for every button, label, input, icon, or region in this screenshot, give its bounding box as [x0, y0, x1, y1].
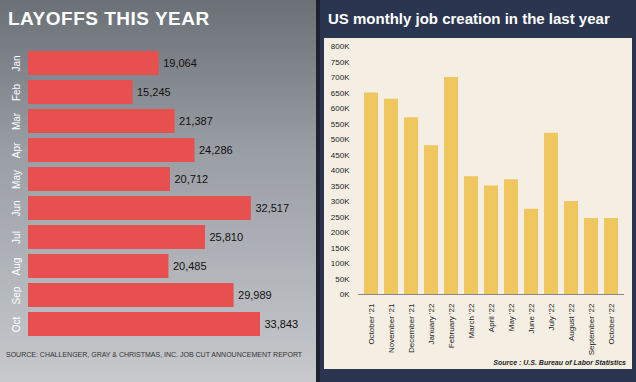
svg-text:Aug: Aug: [11, 258, 22, 276]
svg-text:400K: 400K: [331, 166, 350, 175]
svg-text:Feb: Feb: [11, 83, 22, 101]
svg-text:20,485: 20,485: [173, 260, 207, 272]
svg-text:21,387: 21,387: [179, 115, 213, 127]
svg-text:150K: 150K: [331, 244, 350, 253]
svg-text:November '21: November '21: [387, 303, 396, 353]
svg-text:250K: 250K: [331, 213, 350, 222]
html-text:LAYOFFS THIS YEAR: LAYOFFS THIS YEAR: [8, 8, 210, 29]
svg-text:700K: 700K: [331, 73, 350, 82]
svg-text:Mar: Mar: [11, 112, 22, 130]
svg-text:200K: 200K: [331, 228, 350, 237]
svg-text:650K: 650K: [331, 89, 350, 98]
html-text:Source : U.S. Bureau of Labor: Source : U.S. Bureau of Labor Statistics: [493, 359, 626, 366]
svg-text:May: May: [11, 170, 22, 189]
svg-text:June '22: June '22: [527, 303, 536, 334]
svg-text:0K: 0K: [340, 290, 350, 299]
svg-text:October '21: October '21: [367, 303, 376, 345]
svg-text:December '21: December '21: [407, 303, 416, 353]
svg-text:March '22: March '22: [467, 303, 476, 338]
svg-text:Apr: Apr: [11, 142, 22, 158]
svg-text:550K: 550K: [331, 120, 350, 129]
svg-text:Jun: Jun: [11, 200, 22, 216]
svg-text:25,810: 25,810: [209, 231, 243, 243]
svg-text:May '22: May '22: [507, 303, 516, 331]
svg-text:20,712: 20,712: [174, 173, 208, 185]
svg-text:Oct: Oct: [11, 317, 22, 333]
svg-text:33,843: 33,843: [265, 318, 299, 330]
svg-text:August '22: August '22: [567, 303, 576, 341]
svg-text:100K: 100K: [331, 259, 350, 268]
svg-text:24,286: 24,286: [199, 144, 233, 156]
svg-text:July '22: July '22: [547, 303, 556, 330]
svg-text:800K: 800K: [331, 42, 350, 51]
svg-text:32,517: 32,517: [255, 202, 289, 214]
svg-text:April '22: April '22: [487, 303, 496, 332]
svg-text:19,064: 19,064: [163, 57, 197, 69]
svg-text:450K: 450K: [331, 151, 350, 160]
svg-text:September '22: September '22: [587, 303, 596, 355]
svg-text:Jul: Jul: [11, 231, 22, 244]
html-text:US monthly job creation in the: US monthly job creation in the last year: [328, 10, 610, 27]
svg-text:January '22: January '22: [427, 303, 436, 345]
svg-text:300K: 300K: [331, 197, 350, 206]
svg-text:350K: 350K: [331, 182, 350, 191]
svg-text:Sep: Sep: [11, 286, 22, 304]
svg-text:600K: 600K: [331, 104, 350, 113]
svg-text:29,989: 29,989: [238, 289, 272, 301]
svg-text:Jan: Jan: [11, 55, 22, 71]
svg-text:50K: 50K: [335, 275, 350, 284]
svg-text:500K: 500K: [331, 135, 350, 144]
svg-text:750K: 750K: [331, 58, 350, 67]
svg-text:February '22: February '22: [447, 303, 456, 348]
html-text:SOURCE: CHALLENGER, GRAY & CHR: SOURCE: CHALLENGER, GRAY & CHRISTMAS, IN…: [6, 351, 303, 358]
svg-text:15,245: 15,245: [137, 86, 171, 98]
svg-text:October '22: October '22: [607, 303, 616, 345]
